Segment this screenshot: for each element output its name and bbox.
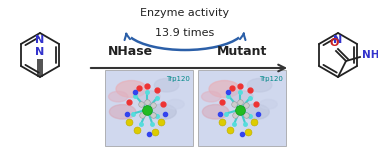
Ellipse shape	[241, 104, 269, 119]
Text: N: N	[36, 35, 45, 45]
Ellipse shape	[138, 91, 160, 103]
Text: Trp120: Trp120	[259, 76, 283, 82]
Text: NHase: NHase	[107, 45, 153, 58]
Ellipse shape	[109, 105, 136, 119]
Ellipse shape	[247, 78, 272, 92]
Text: N: N	[36, 47, 45, 57]
Ellipse shape	[167, 99, 184, 109]
Ellipse shape	[154, 78, 179, 92]
Ellipse shape	[201, 91, 221, 102]
Ellipse shape	[209, 80, 240, 97]
Ellipse shape	[260, 99, 277, 109]
FancyBboxPatch shape	[105, 70, 193, 146]
Text: N: N	[333, 35, 342, 45]
Text: 13.9 times: 13.9 times	[155, 28, 215, 38]
Ellipse shape	[231, 91, 253, 103]
FancyBboxPatch shape	[198, 70, 286, 146]
Text: Mutant: Mutant	[217, 45, 267, 58]
Text: NH₂: NH₂	[362, 50, 378, 60]
Ellipse shape	[108, 91, 128, 102]
Ellipse shape	[116, 80, 147, 97]
Text: O: O	[329, 38, 339, 48]
Ellipse shape	[202, 105, 229, 119]
Text: Enzyme activity: Enzyme activity	[141, 8, 229, 18]
Text: Trp120: Trp120	[166, 76, 190, 82]
Ellipse shape	[148, 104, 176, 119]
